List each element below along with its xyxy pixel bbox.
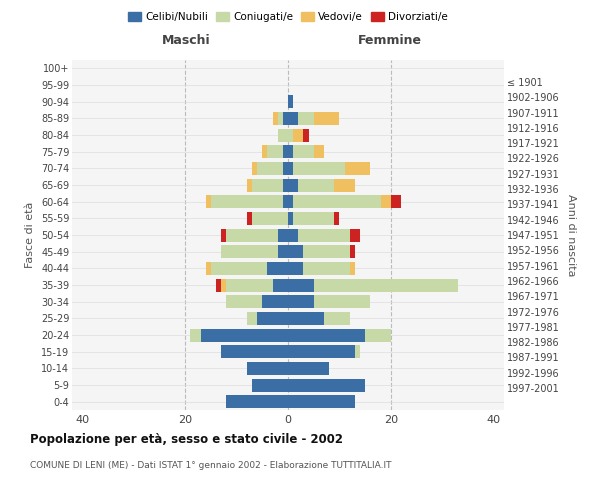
- Bar: [288, 112, 298, 125]
- Text: Femmine: Femmine: [358, 34, 422, 46]
- Bar: [298, 178, 334, 192]
- Bar: [247, 362, 288, 375]
- Bar: [350, 228, 360, 241]
- Bar: [283, 195, 288, 208]
- Bar: [293, 145, 314, 158]
- Bar: [288, 262, 304, 275]
- Bar: [365, 328, 391, 342]
- Bar: [293, 212, 334, 225]
- Bar: [252, 162, 257, 175]
- Bar: [221, 278, 226, 291]
- Bar: [304, 262, 350, 275]
- Bar: [344, 162, 370, 175]
- Bar: [272, 278, 288, 291]
- Y-axis label: Fasce di età: Fasce di età: [25, 202, 35, 268]
- Bar: [293, 162, 344, 175]
- Bar: [288, 328, 365, 342]
- Bar: [278, 245, 288, 258]
- Bar: [380, 195, 391, 208]
- Bar: [288, 312, 324, 325]
- Bar: [190, 328, 200, 342]
- Bar: [226, 295, 262, 308]
- Bar: [288, 378, 365, 392]
- Legend: Celibi/Nubili, Coniugati/e, Vedovi/e, Divorziati/e: Celibi/Nubili, Coniugati/e, Vedovi/e, Di…: [124, 8, 452, 26]
- Text: Popolazione per età, sesso e stato civile - 2002: Popolazione per età, sesso e stato civil…: [30, 432, 343, 446]
- Bar: [272, 112, 278, 125]
- Bar: [288, 245, 304, 258]
- Bar: [288, 178, 298, 192]
- Bar: [257, 312, 288, 325]
- Bar: [334, 212, 340, 225]
- Bar: [221, 345, 288, 358]
- Bar: [298, 112, 314, 125]
- Bar: [262, 295, 288, 308]
- Bar: [288, 212, 293, 225]
- Bar: [288, 395, 355, 408]
- Y-axis label: Anni di nascita: Anni di nascita: [566, 194, 577, 276]
- Bar: [334, 178, 355, 192]
- Bar: [283, 162, 288, 175]
- Bar: [252, 178, 283, 192]
- Bar: [226, 395, 288, 408]
- Bar: [211, 262, 268, 275]
- Bar: [288, 295, 314, 308]
- Bar: [226, 228, 278, 241]
- Bar: [288, 145, 293, 158]
- Bar: [252, 212, 288, 225]
- Bar: [304, 128, 308, 141]
- Text: COMUNE DI LENI (ME) - Dati ISTAT 1° gennaio 2002 - Elaborazione TUTTITALIA.IT: COMUNE DI LENI (ME) - Dati ISTAT 1° genn…: [30, 460, 392, 469]
- Bar: [288, 278, 314, 291]
- Bar: [221, 245, 278, 258]
- Bar: [278, 112, 283, 125]
- Bar: [298, 228, 350, 241]
- Bar: [324, 312, 350, 325]
- Bar: [314, 145, 324, 158]
- Bar: [350, 262, 355, 275]
- Bar: [247, 212, 252, 225]
- Bar: [247, 178, 252, 192]
- Bar: [288, 162, 293, 175]
- Bar: [283, 145, 288, 158]
- Bar: [262, 145, 268, 158]
- Bar: [268, 262, 288, 275]
- Bar: [314, 112, 340, 125]
- Bar: [278, 128, 288, 141]
- Bar: [304, 245, 350, 258]
- Bar: [226, 278, 272, 291]
- Bar: [200, 328, 288, 342]
- Bar: [252, 378, 288, 392]
- Bar: [257, 162, 283, 175]
- Bar: [288, 345, 355, 358]
- Bar: [288, 195, 293, 208]
- Bar: [350, 245, 355, 258]
- Bar: [268, 145, 283, 158]
- Bar: [288, 128, 293, 141]
- Bar: [293, 128, 304, 141]
- Bar: [288, 95, 293, 108]
- Bar: [216, 278, 221, 291]
- Bar: [293, 195, 380, 208]
- Bar: [206, 262, 211, 275]
- Text: Maschi: Maschi: [162, 34, 211, 46]
- Bar: [247, 312, 257, 325]
- Bar: [211, 195, 283, 208]
- Bar: [288, 362, 329, 375]
- Bar: [391, 195, 401, 208]
- Bar: [278, 228, 288, 241]
- Bar: [314, 278, 458, 291]
- Bar: [283, 112, 288, 125]
- Bar: [288, 228, 298, 241]
- Bar: [355, 345, 360, 358]
- Bar: [314, 295, 370, 308]
- Bar: [221, 228, 226, 241]
- Bar: [206, 195, 211, 208]
- Bar: [283, 178, 288, 192]
